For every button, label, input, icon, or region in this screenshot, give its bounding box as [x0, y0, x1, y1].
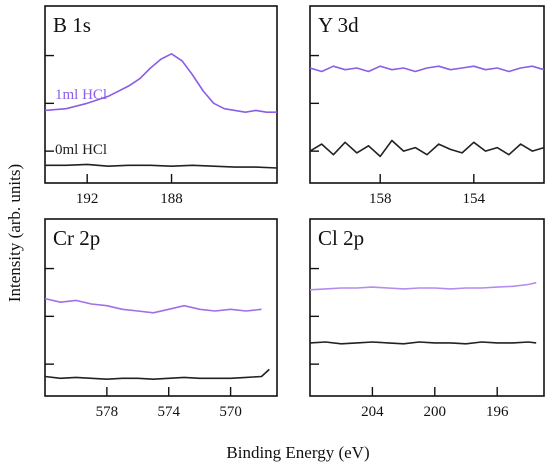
panel-cl-2p-x-tick-label: 196 [486, 404, 509, 420]
panel-y-3d-x-tick-label: 154 [463, 191, 486, 207]
panel-cr-2p-frame [44, 218, 278, 397]
panel-cl-2p-series-1ml-hcl [309, 281, 537, 291]
panel-b-1s-x-tick-label: 192 [76, 191, 99, 207]
panel-b-1s-series-1ml-hcl [44, 53, 277, 113]
x-axis-title: Binding Energy (eV) [226, 443, 369, 462]
panel-cl-2p-x-tick-label: 204 [361, 404, 384, 420]
panel-cr-2p-series-0ml-hcl [44, 368, 270, 380]
panel-y-3d-series-1ml-hcl [309, 65, 545, 73]
panel-cl-2p-frame [309, 218, 545, 397]
panel-b-1s-x-tick-label: 188 [160, 191, 183, 207]
panel-b-1s-series-0ml-hcl [45, 163, 278, 169]
panel-cl-2p-title: Cl 2p [318, 226, 364, 250]
panel-y-3d-x-tick-label: 158 [369, 191, 392, 207]
panel-cr-2p-series-1ml-hcl [44, 297, 262, 314]
panel-y-3d-series-0ml-hcl [309, 139, 545, 158]
panel-b-1s: 192 188 B 1s 1ml HCl 0ml HCl [44, 5, 278, 207]
panel-cr-2p-title: Cr 2p [53, 226, 100, 250]
panel-y-3d-title: Y 3d [318, 13, 359, 37]
panel-cr-2p-x-tick-label: 574 [157, 404, 180, 420]
panel-b-1s-title: B 1s [53, 13, 91, 37]
panel-b-1s-annotation-1ml-hcl: 1ml HCl [55, 87, 107, 103]
y-axis-title: Intensity (arb. units) [5, 164, 24, 302]
panel-b-1s-annotation-0ml-hcl: 0ml HCl [55, 142, 107, 158]
panel-y-3d-frame [309, 5, 545, 184]
panel-y-3d: 158 154 Y 3d [309, 5, 545, 207]
panel-cl-2p: 204 200 196 Cl 2p [309, 218, 545, 420]
panel-cr-2p-x-tick-label: 570 [219, 404, 242, 420]
panel-cr-2p: 578 574 570 Cr 2p [44, 218, 278, 420]
panel-cl-2p-series-0ml-hcl [309, 341, 537, 345]
panel-cr-2p-x-tick-label: 578 [96, 404, 119, 420]
panel-cl-2p-x-tick-label: 200 [424, 404, 447, 420]
panel-b-1s-frame [44, 5, 278, 184]
panels-container: 192 188 B 1s 1ml HCl 0ml HCl 158 154 Y 3d 578 574… [44, 5, 545, 420]
